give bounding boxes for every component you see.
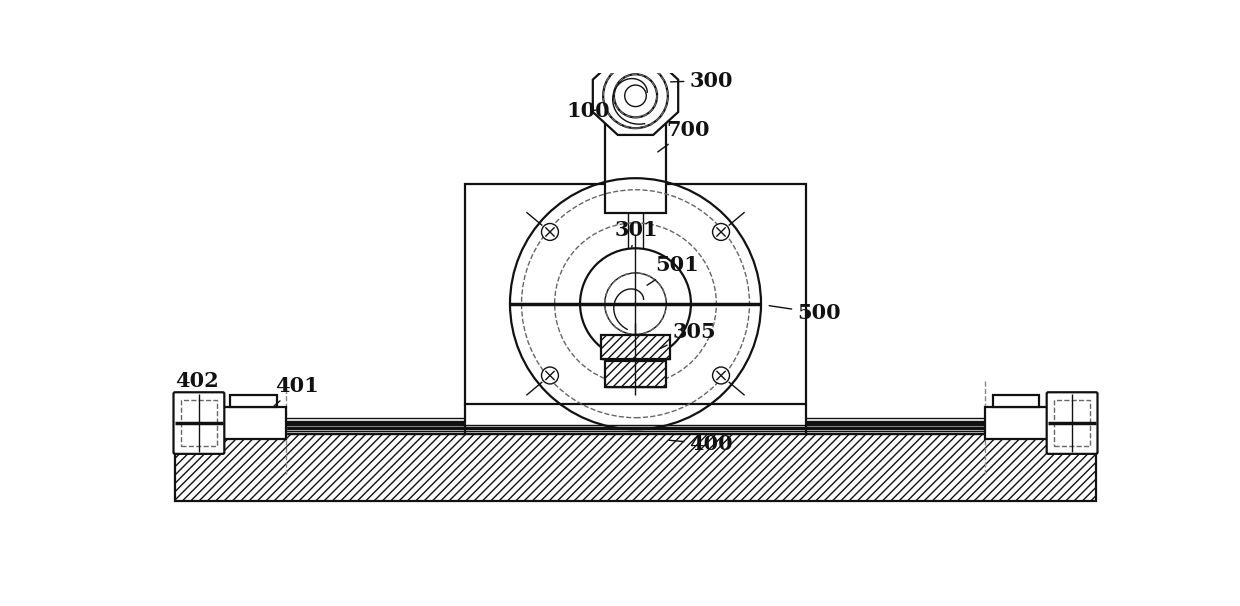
Bar: [985, 407, 1048, 439]
Text: 402: 402: [175, 371, 218, 391]
Circle shape: [713, 224, 729, 241]
Bar: [993, 395, 1039, 407]
Bar: [605, 81, 666, 213]
Bar: [223, 407, 286, 439]
Bar: [465, 184, 806, 404]
FancyBboxPatch shape: [1047, 392, 1097, 454]
Bar: [605, 361, 666, 387]
Circle shape: [713, 367, 729, 384]
Text: 301: 301: [615, 220, 658, 247]
Text: 700: 700: [657, 120, 709, 152]
Bar: [175, 434, 1096, 501]
Bar: [616, 81, 655, 88]
Bar: [601, 335, 670, 359]
Text: 500: 500: [769, 303, 841, 323]
FancyBboxPatch shape: [174, 392, 224, 454]
Bar: [1054, 400, 1090, 446]
Circle shape: [542, 224, 558, 241]
Bar: [181, 400, 217, 446]
Circle shape: [580, 248, 691, 359]
Text: 100: 100: [567, 101, 610, 121]
Text: 305: 305: [660, 322, 715, 348]
Bar: [231, 395, 277, 407]
Text: 401: 401: [274, 376, 319, 406]
Polygon shape: [593, 57, 678, 135]
Text: 300: 300: [671, 70, 733, 90]
Circle shape: [542, 367, 558, 384]
Text: 400: 400: [670, 434, 733, 454]
Text: 501: 501: [647, 255, 699, 285]
